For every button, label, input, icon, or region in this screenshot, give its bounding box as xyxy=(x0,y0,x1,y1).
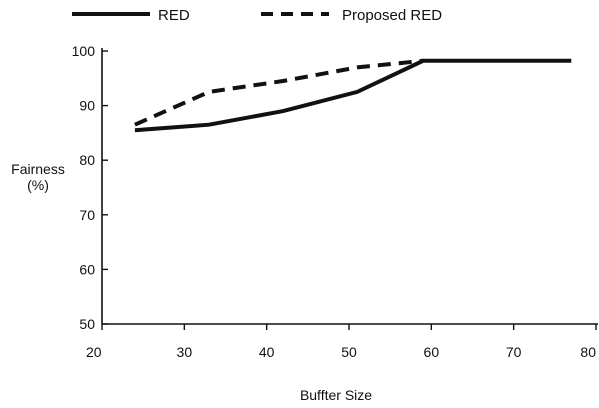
series-line-proposed-red xyxy=(134,58,424,127)
y-axis-label-line-1: Fairness xyxy=(11,161,65,177)
x-tick-label: 50 xyxy=(341,344,357,360)
series-layer xyxy=(134,58,572,133)
y-axis-label-line-2: (%) xyxy=(27,177,49,193)
y-tick-label: 60 xyxy=(79,261,95,277)
x-axis-ticks: 20 30 40 50 60 70 80 xyxy=(86,324,597,360)
y-tick-label: 50 xyxy=(79,316,95,332)
y-tick-label: 70 xyxy=(79,207,95,223)
series-line-red xyxy=(134,58,572,133)
y-tick-label: 100 xyxy=(72,43,96,59)
x-tick-label: 70 xyxy=(506,344,522,360)
legend-label-proposed-red: Proposed RED xyxy=(342,7,442,24)
x-tick-label: 80 xyxy=(580,344,596,360)
x-axis-label: Buffter Size xyxy=(300,387,372,403)
legend: RED Proposed RED xyxy=(72,7,442,24)
y-tick-label: 90 xyxy=(79,98,95,114)
x-tick-label: 60 xyxy=(424,344,440,360)
legend-label-red: RED xyxy=(158,7,190,24)
y-axis-ticks: 50 60 70 80 90 100 xyxy=(72,43,108,332)
x-tick-label: 40 xyxy=(259,344,275,360)
x-tick-label: 20 xyxy=(86,344,102,360)
y-tick-label: 80 xyxy=(79,152,95,168)
x-tick-label: 30 xyxy=(177,344,193,360)
